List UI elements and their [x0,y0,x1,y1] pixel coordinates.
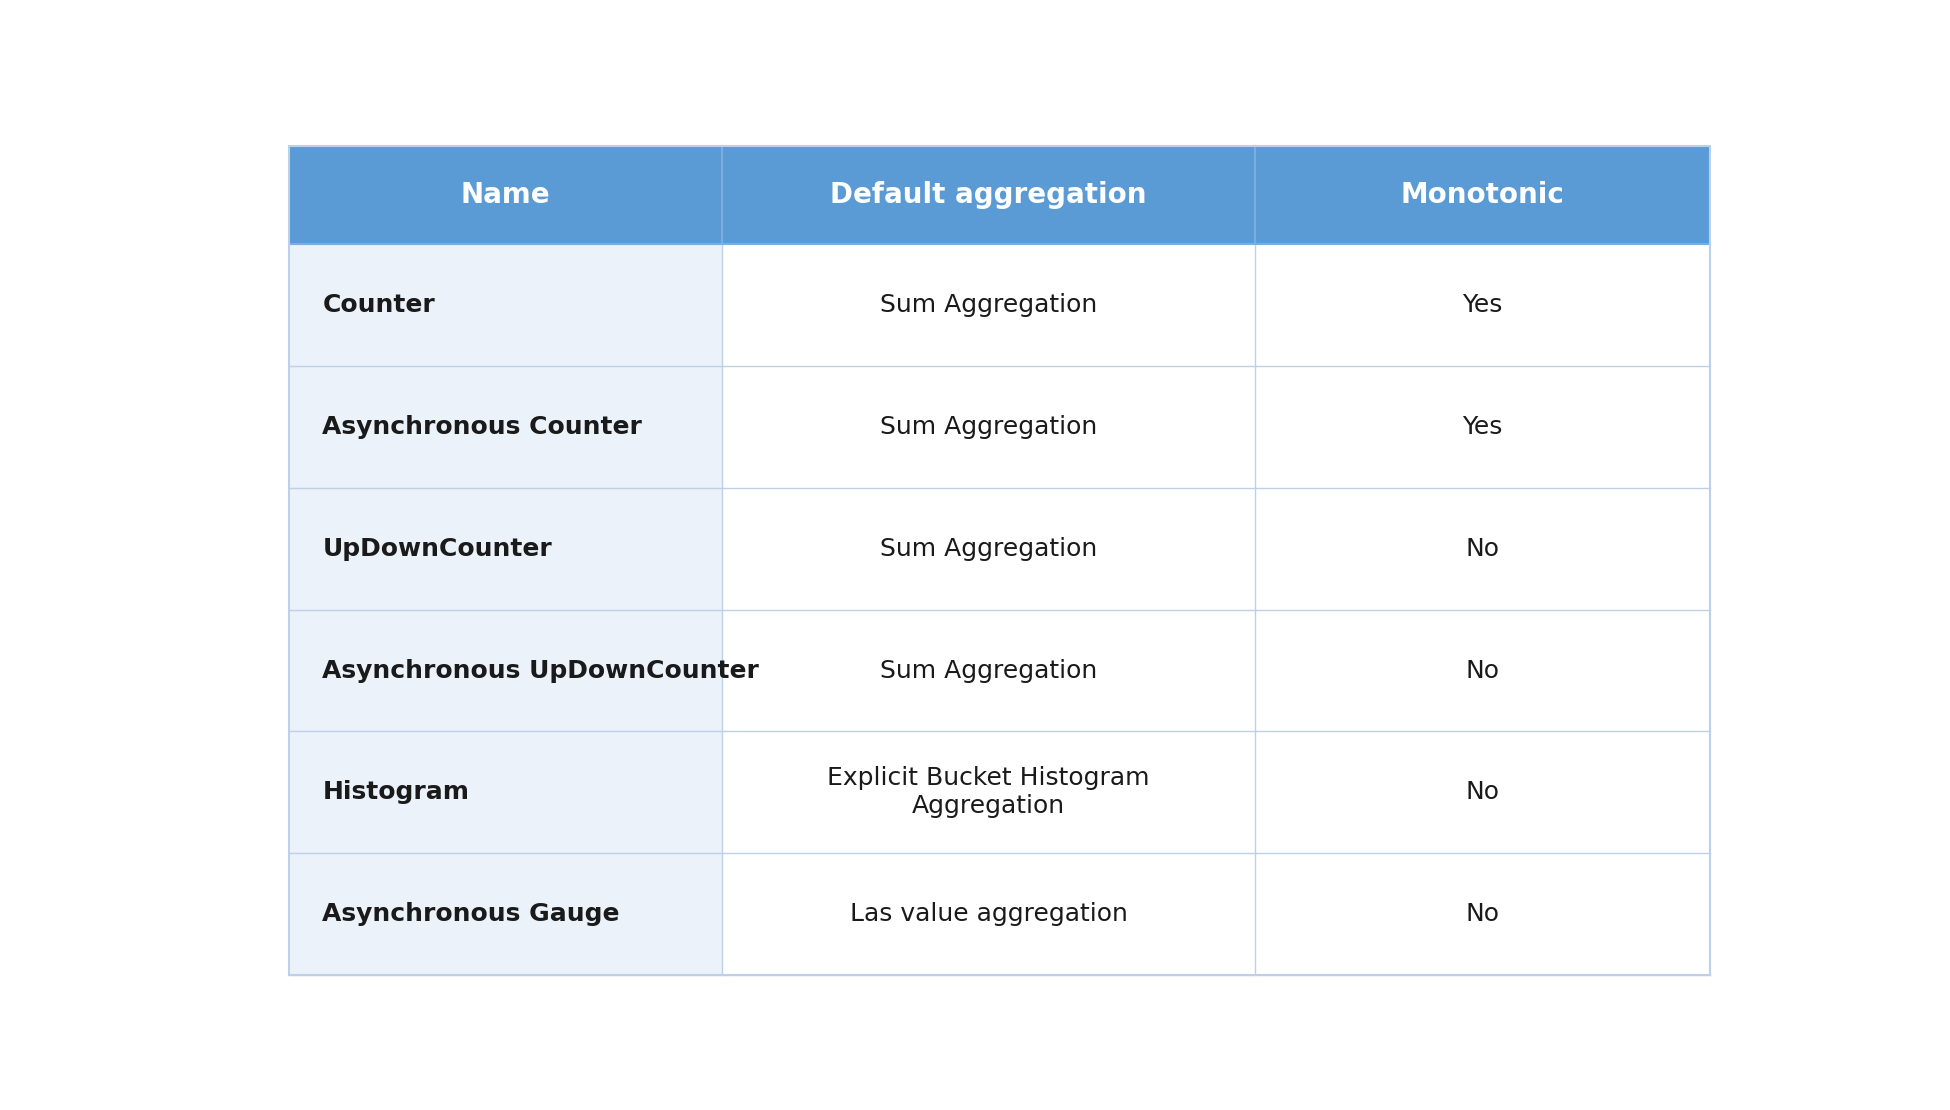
Bar [289,147,722,244]
Bar [1256,244,1710,366]
Text: Monotonic: Monotonic [1400,181,1564,209]
Bar [722,488,1256,609]
Bar [1256,488,1710,609]
Bar [722,244,1256,366]
Text: Sum Aggregation: Sum Aggregation [879,537,1098,561]
Bar [1256,366,1710,488]
Bar [289,244,722,366]
Text: No: No [1464,902,1500,926]
Text: Sum Aggregation: Sum Aggregation [879,293,1098,317]
Bar [289,731,722,854]
Bar [1256,147,1710,244]
Text: Yes: Yes [1462,415,1503,438]
Bar [722,854,1256,975]
Text: Name: Name [460,181,550,209]
Text: Asynchronous Counter: Asynchronous Counter [322,415,642,438]
Bar [289,366,722,488]
Text: Default aggregation: Default aggregation [831,181,1147,209]
Text: Asynchronous UpDownCounter: Asynchronous UpDownCounter [322,658,759,683]
Text: Asynchronous Gauge: Asynchronous Gauge [322,902,620,926]
Text: Histogram: Histogram [322,780,470,805]
Text: No: No [1464,780,1500,805]
Bar [722,731,1256,854]
Bar [289,609,722,731]
Text: Counter: Counter [322,293,435,317]
Text: Explicit Bucket Histogram
Aggregation: Explicit Bucket Histogram Aggregation [827,767,1150,818]
Text: No: No [1464,658,1500,683]
Bar [1256,854,1710,975]
Bar [289,854,722,975]
Bar [1256,731,1710,854]
Text: Sum Aggregation: Sum Aggregation [879,658,1098,683]
Bar [722,147,1256,244]
Bar [289,488,722,609]
Text: Las value aggregation: Las value aggregation [850,902,1127,926]
Text: Sum Aggregation: Sum Aggregation [879,415,1098,438]
Text: UpDownCounter: UpDownCounter [322,537,552,561]
Bar [722,609,1256,731]
Bar [722,366,1256,488]
Text: No: No [1464,537,1500,561]
Bar [1256,609,1710,731]
Text: Yes: Yes [1462,293,1503,317]
